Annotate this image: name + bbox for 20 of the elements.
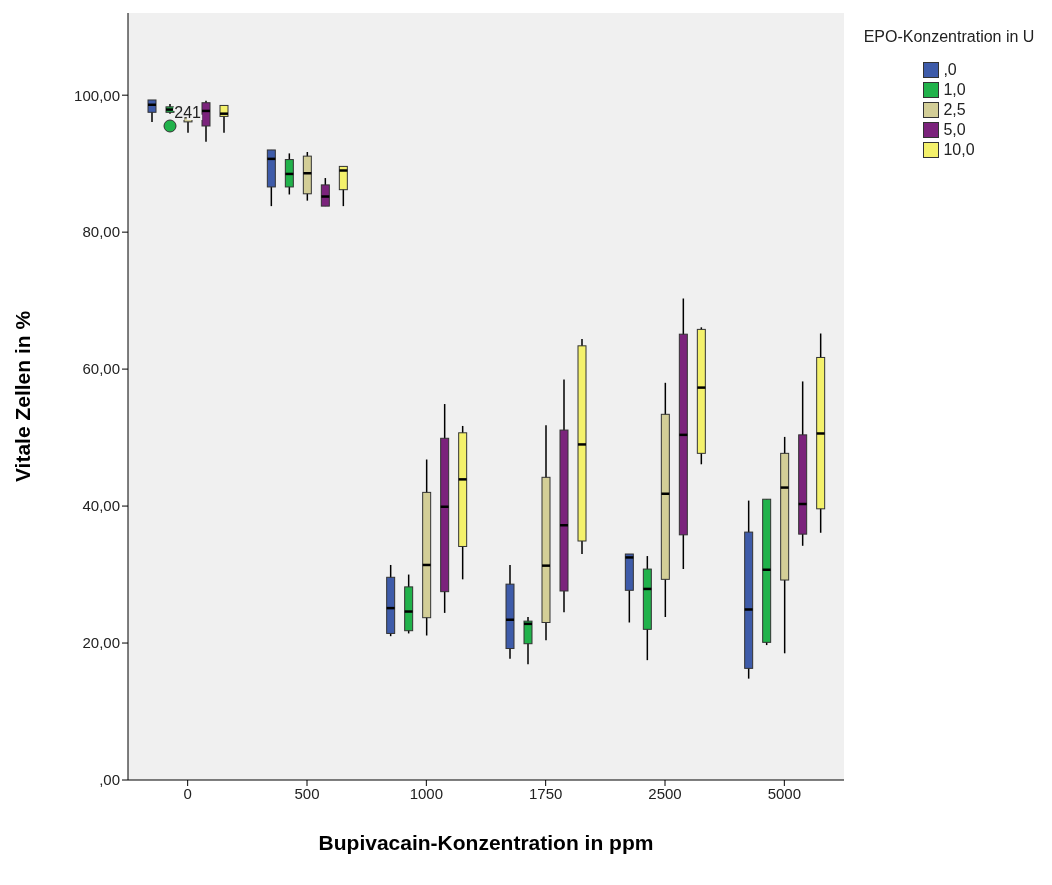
y-tick-label: 60,00 [82,360,120,378]
y-tick-label: ,00 [99,771,120,789]
y-tick-label: 80,00 [82,223,120,241]
x-tick-label: 500 [294,784,320,802]
legend-label: ,0 [943,61,957,79]
x-tick-label: 0 [183,784,192,802]
x-tick-label: 1750 [528,784,563,802]
legend-label: 5,0 [943,121,966,139]
x-tick-label: 5000 [767,784,802,802]
legend-label: 1,0 [943,81,966,99]
y-tick-label: 40,00 [82,497,120,515]
x-tick-label: 1000 [409,784,444,802]
x-axis-title: Bupivacain-Konzentration in ppm [318,831,654,854]
x-tick-label: 2500 [648,784,682,802]
legend-title: EPO-Konzentration in U [862,28,1036,46]
y-axis-title: Vitale Zellen in % [11,310,35,483]
legend-label: 2,5 [943,101,966,119]
y-tick-label: 100,00 [74,86,120,104]
y-tick-label: 20,00 [82,634,120,652]
legend-label: 10,0 [943,141,975,159]
